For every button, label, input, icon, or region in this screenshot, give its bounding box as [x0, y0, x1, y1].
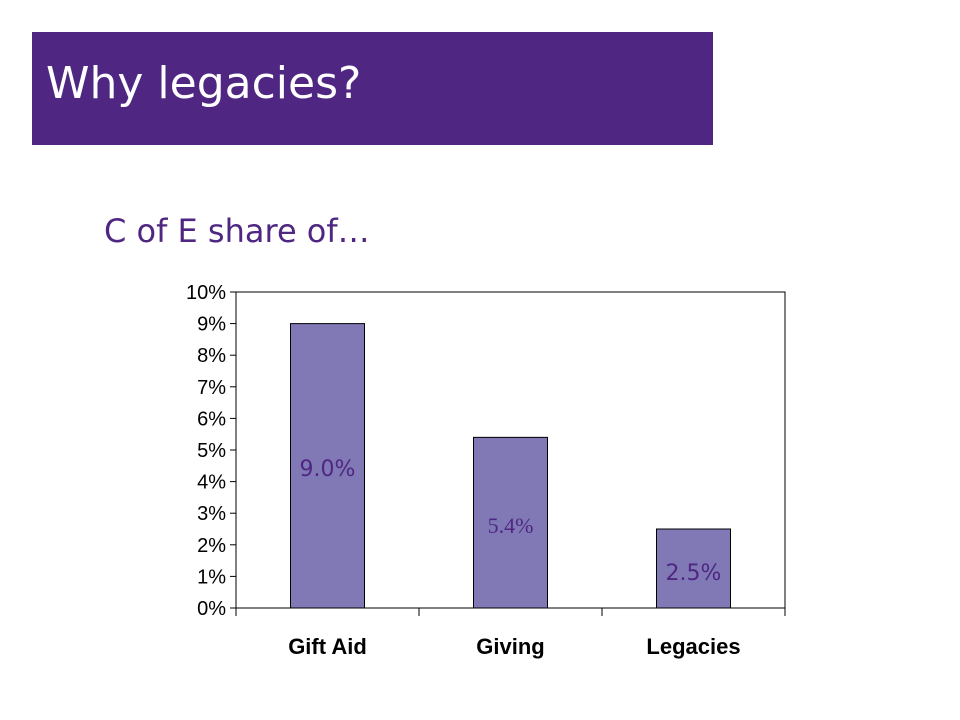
slide-title: Why legacies?	[46, 58, 362, 109]
data-label: 9.0%	[300, 457, 356, 482]
y-tick-label: 9%	[197, 314, 226, 336]
y-tick-label: 7%	[197, 377, 226, 399]
slide-subtitle: C of E share of…	[104, 212, 370, 250]
x-category-label: Giving	[476, 634, 544, 659]
y-tick-label: 3%	[197, 503, 226, 525]
data-label: 5.4%	[488, 513, 534, 538]
y-tick-label: 0%	[197, 598, 226, 620]
y-tick-label: 6%	[197, 408, 226, 430]
y-tick-label: 10%	[186, 282, 226, 304]
bar	[290, 323, 365, 609]
bar	[656, 528, 731, 609]
x-category-label: Gift Aid	[288, 634, 367, 659]
data-label: 2.5%	[666, 561, 722, 586]
y-tick-label: 5%	[197, 440, 226, 462]
bar	[473, 436, 548, 609]
y-tick-label: 4%	[197, 472, 226, 494]
y-tick-label: 2%	[197, 535, 226, 557]
x-category-label: Legacies	[646, 634, 740, 659]
y-tick-label: 8%	[197, 345, 226, 367]
y-tick-label: 1%	[197, 566, 226, 588]
title-bar: Why legacies?	[32, 32, 713, 145]
